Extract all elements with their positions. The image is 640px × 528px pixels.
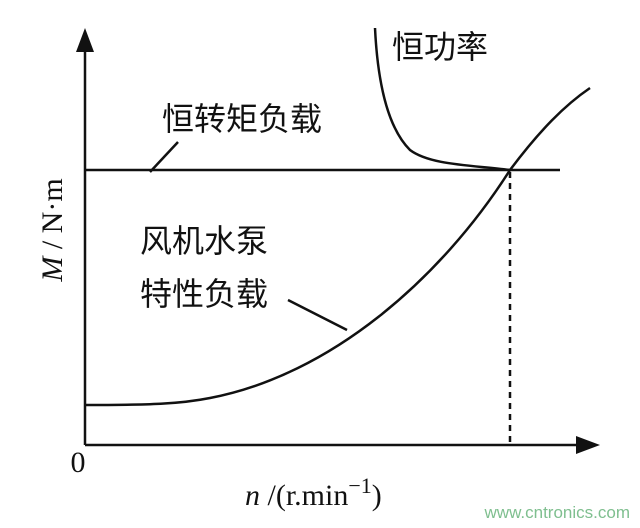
fan-pump-curve [84,86,591,407]
watermark: www.cntronics.com [484,503,630,522]
x-axis-close: ) [372,479,382,512]
x-axis-label: n /(r.min−1) [245,473,382,512]
leader-line [149,141,179,173]
y-axis-arrow [76,28,94,52]
constant-power-curve [373,27,511,172]
constant-torque-label: 恒转矩负载 [162,101,322,137]
fan-pump-label: 特性负载 [140,276,268,312]
x-axis-exponent: −1 [348,473,371,498]
y-axis-unit: / N·m [36,178,69,256]
constant-power-label: 恒功率 [392,29,488,65]
y-axis-label: M / N·m [36,178,69,282]
fan-pump-label: 风机水泵 [140,223,268,259]
origin-label: 0 [71,446,86,479]
x-axis-symbol: n [245,479,260,512]
y-axis-symbol: M [36,255,69,283]
leader-line [287,298,348,332]
x-axis-arrow [576,436,600,454]
x-axis-unit: /(r.min [260,479,348,512]
